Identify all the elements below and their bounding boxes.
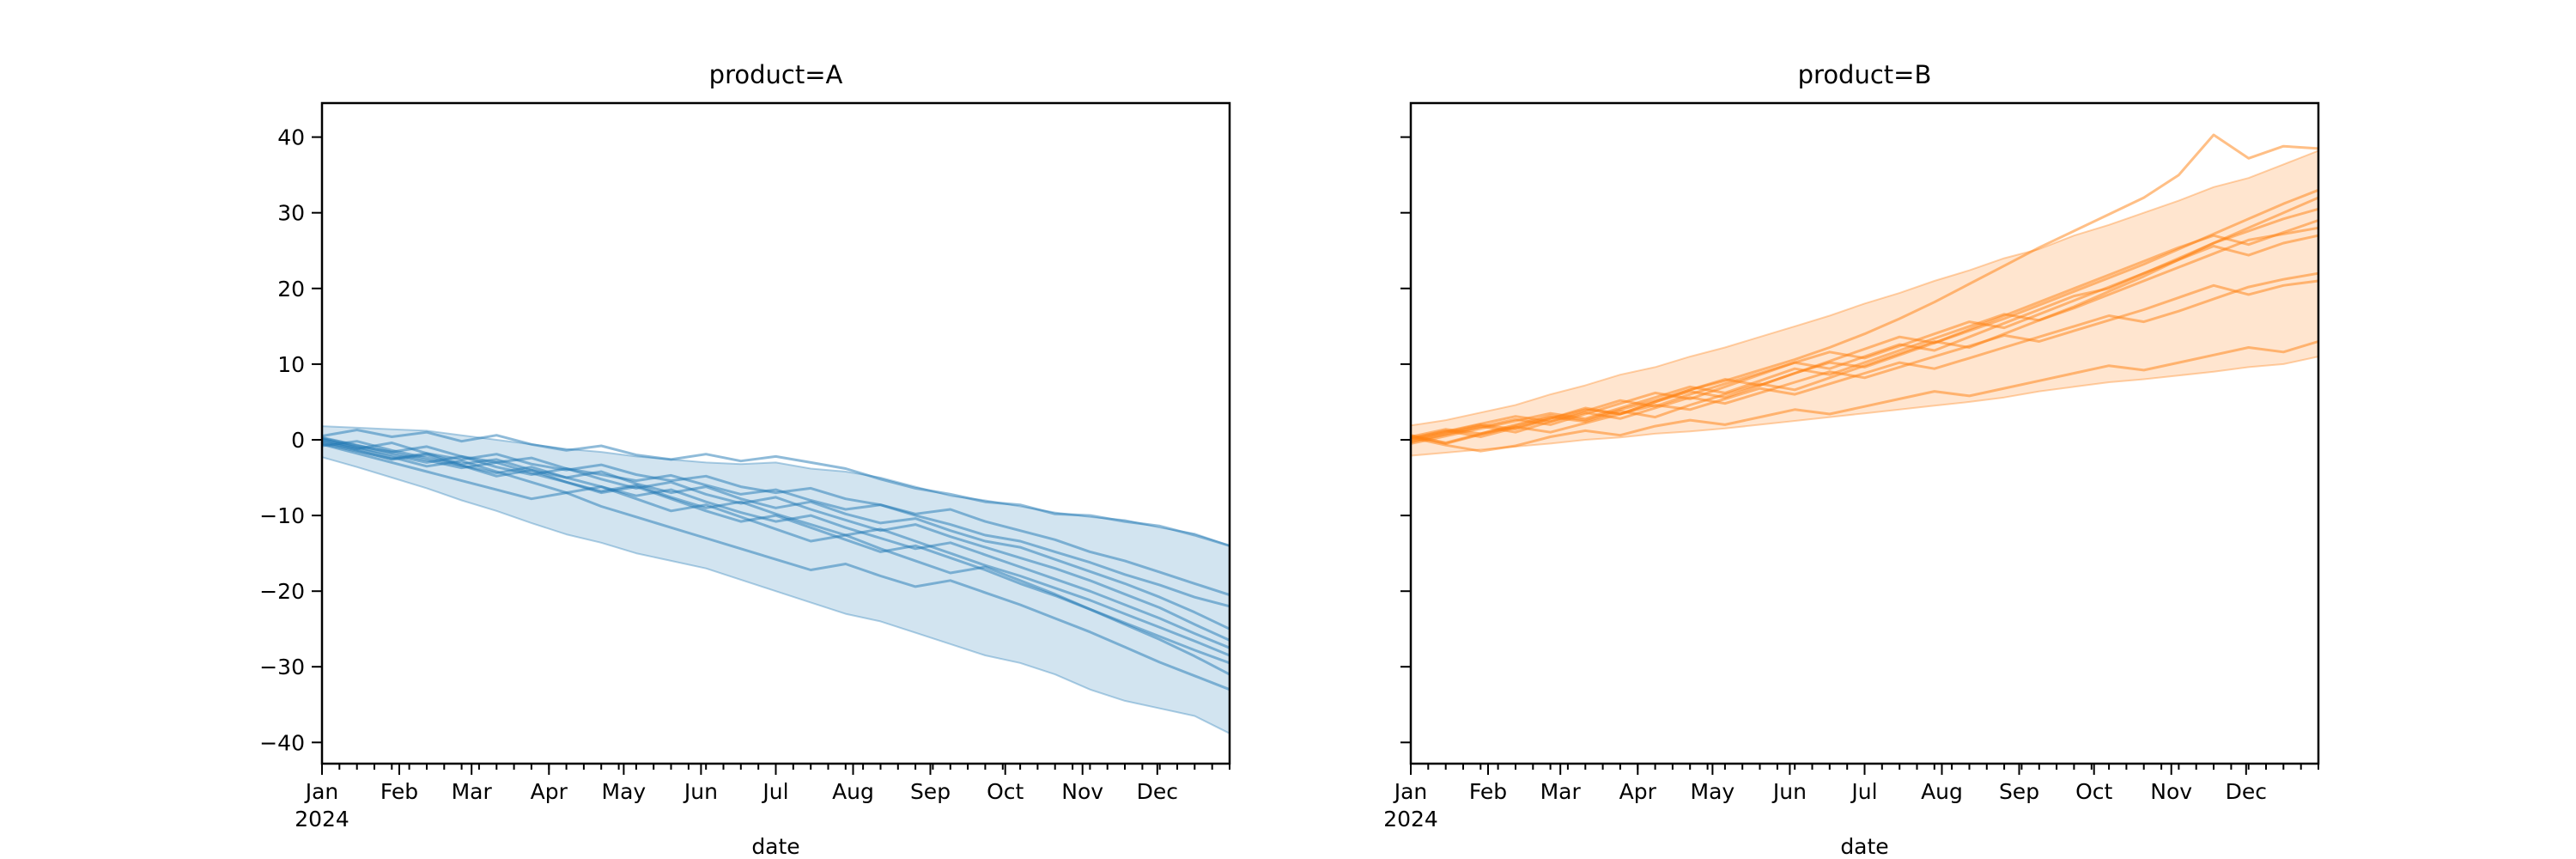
x-tick-label: Jun (1771, 779, 1807, 804)
y-tick-label: 30 (277, 201, 305, 226)
band-area (1410, 149, 2319, 457)
x-tick-year-label: 2024 (295, 807, 349, 832)
series-line (1410, 279, 2319, 443)
x-tick-label: Apr (1619, 779, 1657, 804)
x-tick-label: Feb (1469, 779, 1507, 804)
x-tick-label: Sep (910, 779, 951, 804)
facet-plot-0: Jan 2024 Feb Mar Apr May Jun Jul Aug Sep Oct Nov Dec… (259, 101, 1231, 832)
y-tick-label: 0 (291, 428, 305, 453)
series-line (321, 429, 1230, 547)
series-line (321, 437, 1230, 676)
x-tick-label: Nov (1061, 779, 1103, 804)
y-tick-label: −40 (259, 730, 305, 755)
series-line (321, 442, 1230, 631)
facet-title-product-a: product=A (708, 60, 843, 89)
series-line (321, 436, 1230, 608)
y-tick-label: −20 (259, 579, 305, 604)
x-tick-label: Mar (452, 779, 493, 804)
x-axis-label-right: date (1840, 834, 1889, 859)
y-tick-label: 10 (277, 352, 305, 377)
x-tick-year-label: 2024 (1383, 807, 1438, 832)
series-line (321, 442, 1230, 691)
x-tick-label: May (602, 779, 647, 804)
x-tick-label: Nov (2150, 779, 2192, 804)
band-area (321, 425, 1230, 734)
x-tick-label: May (1691, 779, 1735, 804)
series-line (321, 436, 1230, 657)
x-tick-label: Jan (304, 779, 339, 804)
series-line (1410, 340, 2319, 453)
x-tick-label: Jul (761, 779, 788, 804)
x-tick-label: Jan (1393, 779, 1428, 804)
axes-spines (320, 101, 1231, 765)
series-line (1410, 271, 2319, 445)
series-line (1410, 226, 2319, 445)
x-tick-label: Feb (380, 779, 418, 804)
facet-title-product-b: product=B (1797, 60, 1932, 89)
facet-plot-1: Jan 2024 Feb Mar Apr May Jun Jul Aug Sep Oct Nov Dec (1383, 101, 2320, 832)
y-tick-label: −30 (259, 655, 305, 679)
x-tick-label: Jun (683, 779, 718, 804)
x-tick-label: Apr (531, 779, 568, 804)
x-axis-label-left: date (751, 834, 800, 859)
y-tick-label: 20 (277, 277, 305, 302)
x-tick-label: Aug (1921, 779, 1963, 804)
x-tick-label: Dec (2226, 779, 2267, 804)
x-tick-label: Oct (987, 779, 1024, 804)
axes-spines (1409, 101, 2320, 765)
x-tick-label: Dec (1137, 779, 1178, 804)
y-tick-label: −10 (259, 503, 305, 528)
series-line (321, 438, 1230, 642)
x-tick-label: Sep (1999, 779, 2039, 804)
x-tick-label: Oct (2075, 779, 2112, 804)
y-tick-label: 40 (277, 125, 305, 150)
x-tick-label: Jul (1850, 779, 1877, 804)
x-tick-label: Aug (832, 779, 874, 804)
x-tick-label: Mar (1540, 779, 1582, 804)
